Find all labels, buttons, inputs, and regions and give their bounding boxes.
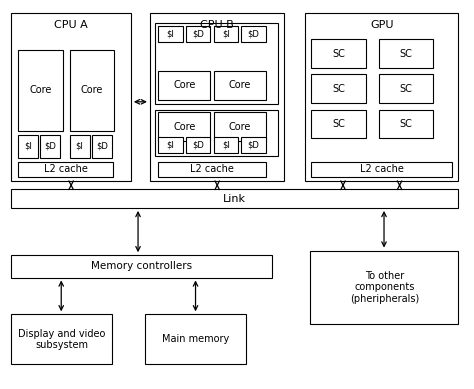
Text: SC: SC [400,119,412,129]
Text: $I: $I [222,29,230,39]
Text: Link: Link [223,194,246,204]
FancyBboxPatch shape [158,162,266,177]
FancyBboxPatch shape [214,71,266,100]
FancyBboxPatch shape [186,26,210,42]
FancyBboxPatch shape [310,251,458,324]
Text: $I: $I [24,142,32,151]
Text: SC: SC [332,84,345,94]
FancyBboxPatch shape [155,23,278,104]
FancyBboxPatch shape [145,314,246,364]
Text: $D: $D [247,140,259,149]
FancyBboxPatch shape [158,26,183,42]
FancyBboxPatch shape [11,314,112,364]
FancyBboxPatch shape [150,13,284,181]
Text: Display and video
subsystem: Display and video subsystem [18,329,105,350]
Text: SC: SC [400,84,412,94]
FancyBboxPatch shape [40,135,60,158]
FancyBboxPatch shape [214,112,266,141]
Text: SC: SC [400,49,412,59]
FancyBboxPatch shape [214,137,238,153]
Text: L2 cache: L2 cache [190,165,234,174]
FancyBboxPatch shape [241,26,266,42]
Text: SC: SC [332,49,345,59]
Text: $D: $D [192,29,204,39]
Text: Core: Core [173,81,195,90]
Text: $D: $D [192,140,204,149]
FancyBboxPatch shape [379,74,433,103]
Text: Core: Core [29,85,52,95]
FancyBboxPatch shape [311,39,365,68]
Text: $D: $D [44,142,56,151]
FancyBboxPatch shape [18,50,63,131]
Text: L2 cache: L2 cache [360,165,403,174]
Text: Main memory: Main memory [162,334,229,344]
Text: $I: $I [76,142,83,151]
FancyBboxPatch shape [158,137,183,153]
FancyBboxPatch shape [18,135,37,158]
FancyBboxPatch shape [186,137,210,153]
Text: Core: Core [173,122,195,132]
FancyBboxPatch shape [92,135,112,158]
FancyBboxPatch shape [379,39,433,68]
Text: L2 cache: L2 cache [44,165,87,174]
Text: GPU: GPU [370,20,393,30]
FancyBboxPatch shape [70,135,90,158]
FancyBboxPatch shape [11,189,458,208]
Text: $D: $D [96,142,108,151]
FancyBboxPatch shape [155,110,278,156]
FancyBboxPatch shape [18,162,113,177]
Text: Core: Core [228,81,251,90]
FancyBboxPatch shape [214,26,238,42]
Text: To other
components
(pheripherals): To other components (pheripherals) [350,271,419,304]
FancyBboxPatch shape [158,112,210,141]
FancyBboxPatch shape [158,71,210,100]
FancyBboxPatch shape [241,137,266,153]
FancyBboxPatch shape [70,50,115,131]
FancyBboxPatch shape [311,162,452,177]
Text: $I: $I [167,29,174,39]
FancyBboxPatch shape [311,74,365,103]
Text: $D: $D [247,29,259,39]
FancyBboxPatch shape [311,110,365,138]
Text: CPU B: CPU B [200,20,234,30]
FancyBboxPatch shape [305,13,458,181]
FancyBboxPatch shape [11,255,273,277]
Text: Core: Core [81,85,103,95]
FancyBboxPatch shape [379,110,433,138]
Text: $I: $I [222,140,230,149]
Text: Core: Core [228,122,251,132]
Text: $I: $I [167,140,174,149]
Text: CPU A: CPU A [54,20,88,30]
Text: SC: SC [332,119,345,129]
Text: Memory controllers: Memory controllers [91,261,192,272]
FancyBboxPatch shape [11,13,131,181]
